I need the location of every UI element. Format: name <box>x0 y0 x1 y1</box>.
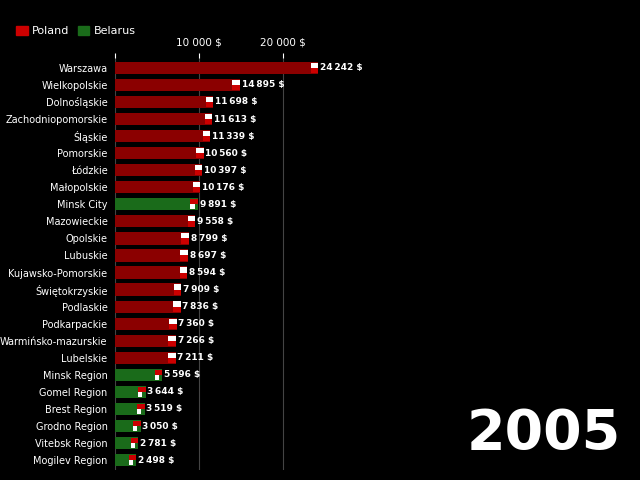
Bar <box>310 68 318 73</box>
Bar <box>168 358 175 363</box>
Text: 9 558 $: 9 558 $ <box>197 217 233 226</box>
Bar <box>138 387 146 392</box>
Bar <box>115 318 177 330</box>
Bar <box>115 300 180 313</box>
Text: 7 266 $: 7 266 $ <box>178 336 214 345</box>
Bar <box>138 392 142 397</box>
Bar <box>115 420 141 432</box>
Bar <box>181 239 189 243</box>
Text: 7 836 $: 7 836 $ <box>182 302 219 311</box>
Bar <box>115 352 175 364</box>
Bar <box>115 215 195 228</box>
Bar <box>196 153 204 158</box>
Bar <box>115 335 176 347</box>
Bar <box>115 369 162 381</box>
Bar <box>115 113 212 125</box>
Text: 3 644 $: 3 644 $ <box>147 387 184 396</box>
Bar <box>173 307 180 312</box>
Text: 11 613 $: 11 613 $ <box>214 115 257 123</box>
Text: 11 698 $: 11 698 $ <box>215 97 257 107</box>
Bar <box>205 119 212 124</box>
Bar <box>203 131 210 136</box>
Bar <box>180 250 188 255</box>
Bar <box>115 198 198 210</box>
Text: 8 594 $: 8 594 $ <box>189 268 225 277</box>
Bar <box>232 85 240 90</box>
Bar <box>196 148 204 153</box>
Bar <box>310 63 318 68</box>
Text: 2005: 2005 <box>467 407 621 461</box>
Bar <box>174 289 181 295</box>
Bar <box>115 454 136 466</box>
Text: 10 397 $: 10 397 $ <box>204 166 246 175</box>
Bar <box>137 404 145 409</box>
Bar <box>205 97 213 102</box>
Bar <box>205 102 213 107</box>
Text: 7 909 $: 7 909 $ <box>183 285 220 294</box>
Bar <box>188 216 195 221</box>
Text: 3 050 $: 3 050 $ <box>143 421 179 431</box>
Bar <box>195 165 202 170</box>
Bar <box>115 181 200 193</box>
Text: 5 596 $: 5 596 $ <box>164 371 200 379</box>
Bar <box>181 233 189 239</box>
Legend: Poland, Belarus: Poland, Belarus <box>12 22 140 41</box>
Bar <box>115 232 189 244</box>
Bar <box>188 221 195 227</box>
Bar <box>115 403 145 415</box>
Bar <box>168 353 175 358</box>
Bar <box>131 438 138 443</box>
Bar <box>129 455 136 460</box>
Bar <box>203 136 210 141</box>
Text: 11 339 $: 11 339 $ <box>212 132 254 141</box>
Bar <box>115 62 318 74</box>
Bar <box>174 285 181 289</box>
Bar <box>115 437 138 449</box>
Bar <box>173 301 180 307</box>
Text: 10 560 $: 10 560 $ <box>205 149 248 157</box>
Bar <box>115 266 187 279</box>
Bar <box>195 170 202 175</box>
Text: 10 176 $: 10 176 $ <box>202 183 244 192</box>
Text: 7 211 $: 7 211 $ <box>177 353 214 362</box>
Bar <box>191 199 198 204</box>
Text: 2 781 $: 2 781 $ <box>140 439 177 448</box>
Text: 24 242 $: 24 242 $ <box>320 63 362 72</box>
Bar <box>115 147 204 159</box>
Bar <box>232 80 240 85</box>
Bar <box>133 421 141 426</box>
Bar <box>191 204 195 209</box>
Bar <box>169 324 177 329</box>
Bar <box>154 370 162 375</box>
Text: 8 697 $: 8 697 $ <box>189 251 226 260</box>
Bar <box>193 187 200 192</box>
Bar <box>168 336 176 341</box>
Text: 9 891 $: 9 891 $ <box>200 200 236 209</box>
Bar <box>193 182 200 187</box>
Bar <box>154 375 159 380</box>
Bar <box>115 96 213 108</box>
Bar <box>115 284 181 296</box>
Bar <box>169 319 177 324</box>
Bar <box>115 386 146 398</box>
Text: 3 519 $: 3 519 $ <box>147 405 182 413</box>
Bar <box>129 460 132 465</box>
Bar <box>115 79 240 91</box>
Bar <box>205 114 212 119</box>
Bar <box>115 249 188 262</box>
Bar <box>115 130 210 142</box>
Bar <box>180 255 188 261</box>
Text: 14 895 $: 14 895 $ <box>241 80 284 89</box>
Bar <box>180 273 187 278</box>
Text: 2 498 $: 2 498 $ <box>138 456 174 465</box>
Text: 7 360 $: 7 360 $ <box>179 319 214 328</box>
Text: 8 799 $: 8 799 $ <box>191 234 227 243</box>
Bar <box>168 341 176 346</box>
Bar <box>137 409 141 414</box>
Bar <box>131 443 135 448</box>
Bar <box>115 164 202 176</box>
Bar <box>180 267 187 273</box>
Bar <box>133 426 138 431</box>
